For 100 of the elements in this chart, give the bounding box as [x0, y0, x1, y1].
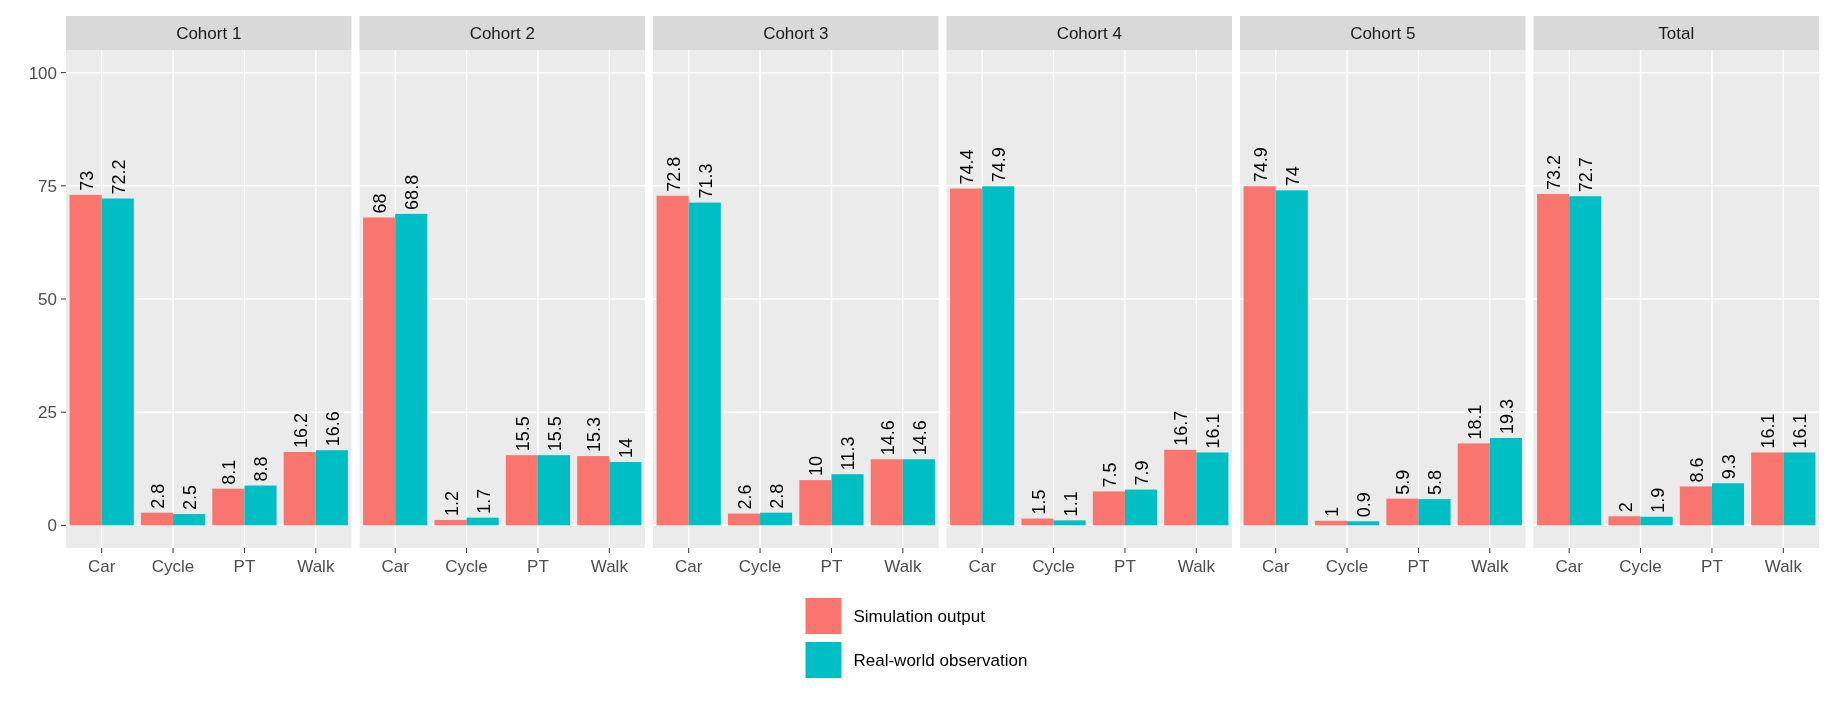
- bar: [363, 217, 396, 526]
- bar: [1347, 521, 1380, 526]
- data-label: 72.8: [663, 156, 684, 192]
- bar: [902, 459, 935, 526]
- chart-title: Cohort 3: [763, 24, 829, 43]
- x-tick-label: Walk: [1471, 557, 1509, 576]
- bar: [950, 188, 983, 526]
- y-tick-label: 50: [38, 290, 57, 309]
- chart-title: Cohort 4: [1056, 24, 1122, 43]
- bar: [1124, 489, 1158, 526]
- data-label: 74.9: [989, 147, 1010, 183]
- data-label: 14: [616, 437, 637, 458]
- data-label: 1.9: [1647, 487, 1668, 513]
- data-label: 0.9: [1354, 492, 1375, 518]
- bar: [1021, 518, 1054, 526]
- x-tick-label: Cycle: [1032, 557, 1075, 576]
- bar: [1243, 186, 1276, 526]
- data-label: 1.7: [473, 488, 494, 514]
- bar: [609, 461, 642, 526]
- data-label: 14.6: [877, 420, 898, 456]
- bar: [434, 519, 467, 526]
- bar: [799, 480, 832, 526]
- bar: [1711, 483, 1745, 526]
- bar: [656, 195, 689, 526]
- legend-label: Real-world observation: [853, 651, 1028, 670]
- bar: [870, 459, 903, 526]
- data-label: 73: [76, 170, 97, 191]
- data-label: 11.3: [838, 436, 859, 471]
- bar: [101, 198, 134, 526]
- bar: [315, 450, 348, 526]
- bar: [395, 213, 428, 526]
- data-label: 1.5: [1028, 489, 1049, 515]
- bar: [173, 514, 206, 526]
- bar: [831, 474, 864, 526]
- bar: [1457, 443, 1490, 526]
- legend-label: Simulation output: [853, 607, 986, 626]
- data-label: 15.5: [512, 416, 533, 452]
- data-label: 19.3: [1496, 398, 1517, 434]
- x-tick-label: Car: [87, 557, 116, 576]
- x-tick-label: PT: [1701, 557, 1723, 576]
- data-label: 2.8: [767, 483, 788, 509]
- data-label: 16.1: [1203, 413, 1224, 449]
- bar: [688, 202, 721, 526]
- x-tick-label: PT: [233, 557, 256, 576]
- data-label: 1.1: [1060, 491, 1081, 517]
- data-label: 16.7: [1171, 410, 1192, 446]
- data-label: 68.8: [402, 174, 423, 210]
- bar: [505, 455, 538, 526]
- x-tick-label: PT: [1114, 557, 1136, 576]
- data-label: 2: [1615, 502, 1636, 513]
- data-label: 10: [806, 456, 827, 477]
- x-tick-label: PT: [527, 557, 549, 576]
- data-label: 72.2: [108, 159, 129, 195]
- data-label: 15.3: [584, 417, 605, 453]
- bar: [1537, 193, 1570, 526]
- y-tick-label: 75: [38, 176, 57, 196]
- bar: [1386, 498, 1419, 526]
- bar: [727, 513, 761, 526]
- x-tick-label: Car: [968, 557, 997, 576]
- data-label: 1.2: [441, 490, 462, 516]
- data-label: 5.8: [1425, 470, 1446, 496]
- bar: [1418, 499, 1451, 526]
- data-label: 5.9: [1393, 469, 1414, 495]
- x-tick-label: Walk: [1177, 557, 1216, 576]
- x-tick-label: Walk: [1764, 557, 1803, 576]
- chart-title: Total: [1658, 24, 1695, 43]
- x-tick-label: PT: [1407, 557, 1430, 576]
- bar: [982, 186, 1015, 526]
- bar: [1640, 516, 1673, 526]
- chart-title: Cohort 2: [469, 24, 535, 43]
- data-label: 74.4: [957, 149, 978, 185]
- x-tick-label: Car: [1261, 557, 1290, 576]
- x-tick-label: Cycle: [738, 557, 782, 576]
- bar: [1275, 190, 1308, 526]
- chart-title: Cohort 5: [1350, 24, 1416, 43]
- bar: [537, 455, 571, 526]
- y-tick-label: 0: [47, 516, 57, 536]
- data-label: 72.7: [1576, 157, 1597, 193]
- data-label: 8.6: [1686, 457, 1707, 483]
- bar: [244, 485, 277, 526]
- data-label: 8.8: [251, 456, 272, 482]
- data-label: 8.1: [219, 459, 240, 485]
- data-label: 1: [1322, 506, 1342, 517]
- data-label: 7.5: [1099, 462, 1120, 488]
- x-tick-label: Cycle: [1325, 557, 1369, 576]
- bar: [1751, 452, 1784, 526]
- data-label: 2.5: [180, 485, 201, 511]
- y-tick-label: 25: [38, 403, 57, 423]
- data-label: 2.6: [735, 484, 755, 510]
- data-label: 74.9: [1250, 147, 1271, 183]
- data-label: 9.3: [1719, 454, 1739, 480]
- x-tick-label: Walk: [884, 557, 922, 576]
- data-label: 2.8: [148, 483, 168, 509]
- data-label: 16.6: [322, 411, 343, 447]
- data-label: 68: [370, 193, 391, 214]
- data-label: 7.9: [1132, 460, 1152, 486]
- x-tick-label: Car: [1555, 557, 1584, 576]
- bar: [69, 194, 102, 526]
- bar: [1783, 452, 1816, 526]
- chart-title: Cohort 1: [176, 24, 242, 43]
